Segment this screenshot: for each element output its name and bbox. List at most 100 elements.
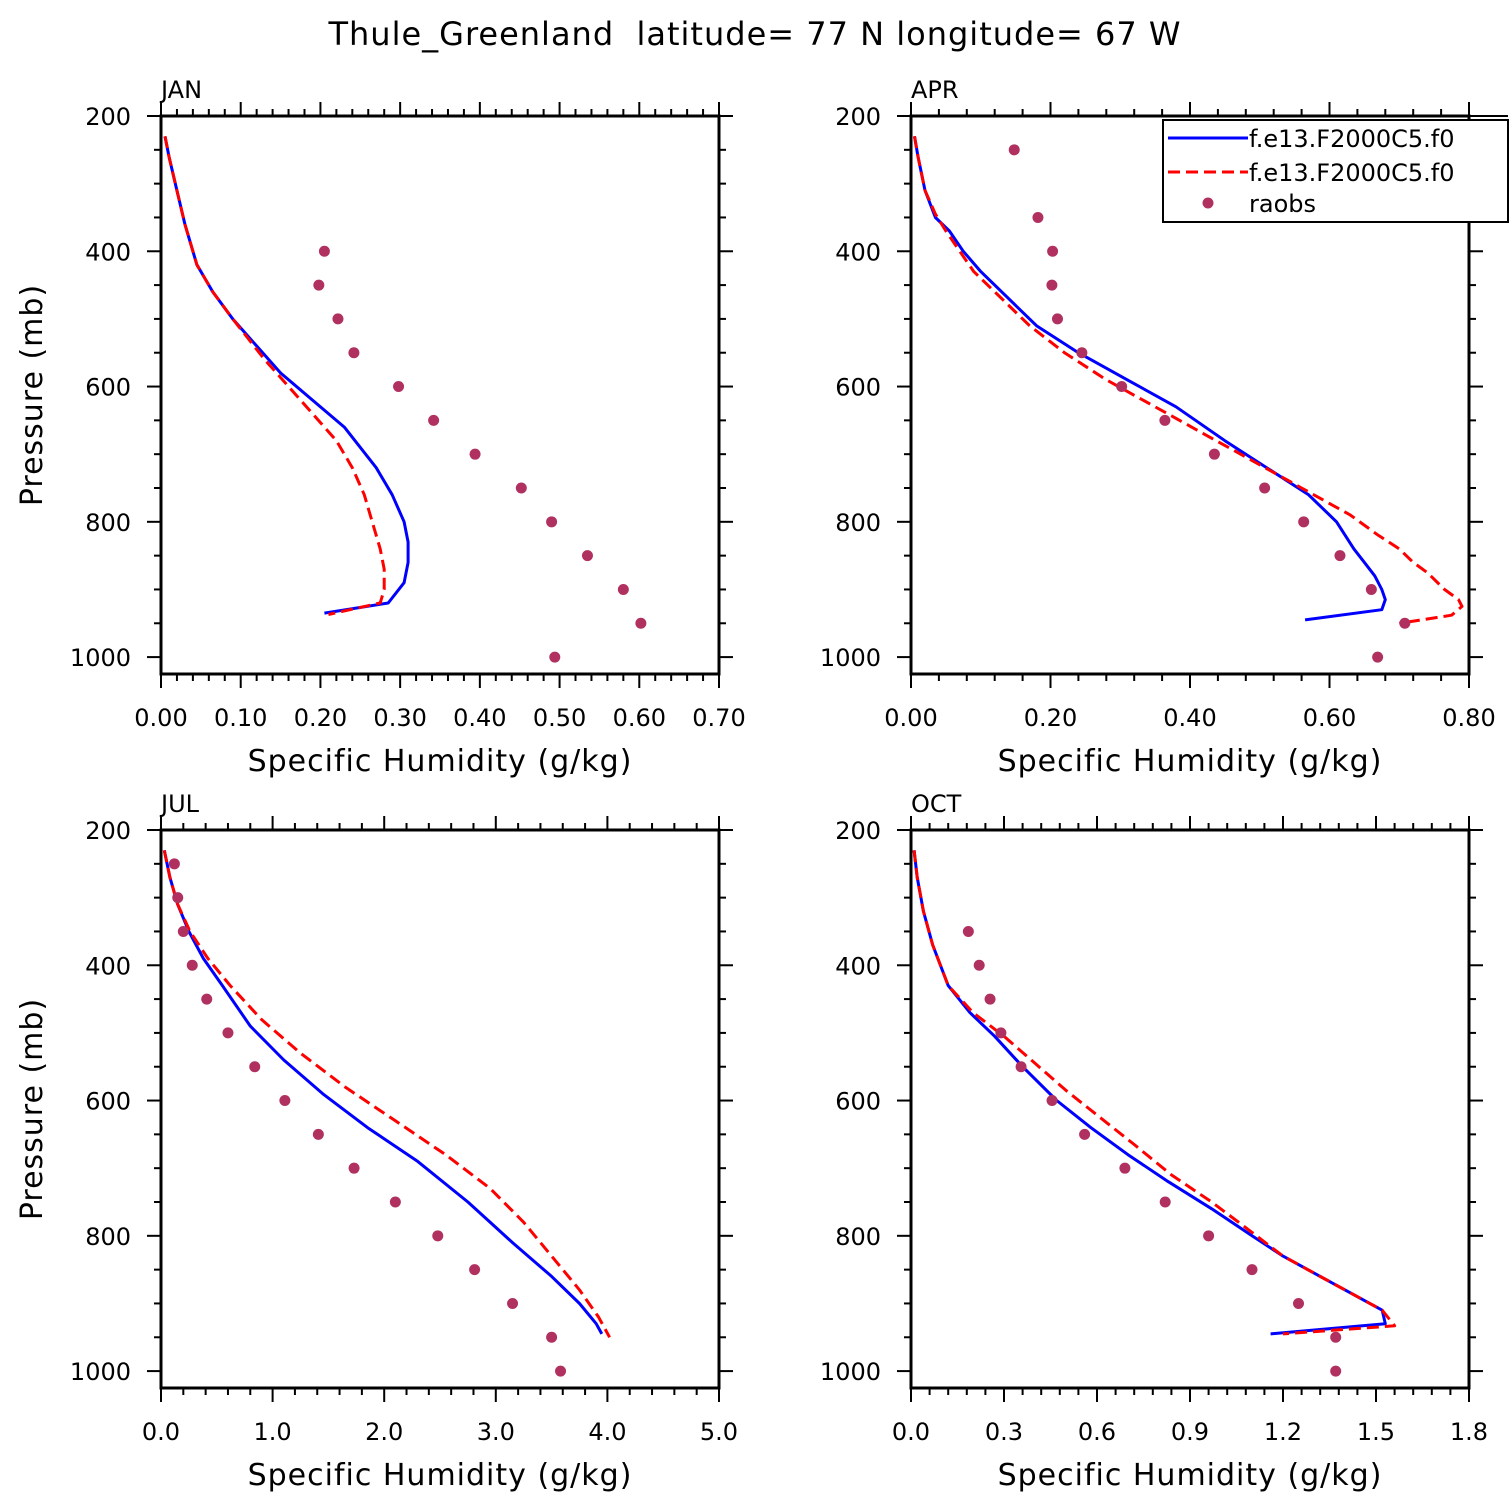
raobs-point-jul	[177, 925, 189, 937]
y-axis-title-jan: Pressure (mb)	[15, 284, 50, 506]
data-layer-jan	[163, 136, 647, 663]
raobs-point-apr	[1032, 211, 1044, 223]
legend-swatch-marker	[1202, 197, 1214, 209]
raobs-point-oct	[995, 1027, 1007, 1039]
raobs-point-apr	[1399, 617, 1411, 629]
raobs-point-oct	[1015, 1061, 1027, 1073]
panel-oct: OCT 0.0 0.3 0.6 0.9 1.2 1.5 1.8 200 400 600 800 1000…	[820, 790, 1488, 1493]
raobs-point-jan	[635, 617, 647, 629]
x-tick-label-oct: 0.3	[985, 1418, 1023, 1446]
y-tick-label-jan: 200	[85, 103, 131, 131]
y-tick-label-apr: 800	[835, 509, 881, 537]
raobs-point-jul	[222, 1027, 234, 1039]
x-tick-label-jan: 0.60	[613, 704, 666, 732]
dashed-series-line-jul	[162, 849, 611, 1339]
plot-frame-jul	[159, 828, 721, 1390]
x-tick-label-apr: 0.60	[1303, 704, 1356, 732]
y-tick-label-jul: 1000	[70, 1358, 131, 1386]
panel-apr: APR 0.00 0.20 0.40 0.60 0.80 200 400 600 800 1000 S…	[820, 76, 1508, 779]
y-tick-label-jul: 400	[85, 952, 131, 980]
y-tick-label-apr: 600	[835, 374, 881, 402]
y-tick-label-apr: 200	[835, 103, 881, 131]
y-tick-label-oct: 1000	[820, 1358, 881, 1386]
raobs-point-oct	[1203, 1230, 1215, 1242]
x-tick-label-apr: 0.00	[884, 704, 937, 732]
raobs-point-jul	[249, 1061, 261, 1073]
legend: f.e13.F2000C5.f0 f.e13.F2000C5.f0 raobs	[1162, 119, 1509, 223]
x-axis-title-jul: Specific Humidity (g/kg)	[248, 1458, 633, 1493]
raobs-point-jan	[332, 313, 344, 325]
y-tick-label-jan: 1000	[70, 644, 131, 672]
x-tick-label-jul: 2.0	[365, 1418, 403, 1446]
dashed-series-line-jan	[163, 136, 386, 616]
raobs-point-oct	[984, 993, 996, 1005]
solid-series-line-jan	[163, 136, 410, 615]
x-axis-title-oct: Specific Humidity (g/kg)	[998, 1458, 1383, 1493]
raobs-point-jul	[432, 1230, 444, 1242]
raobs-point-jul	[546, 1331, 558, 1343]
raobs-point-oct	[1330, 1365, 1342, 1377]
raobs-point-jul	[201, 993, 213, 1005]
raobs-point-jan	[549, 651, 561, 663]
raobs-point-oct	[1330, 1331, 1342, 1343]
y-tick-label-apr: 400	[835, 238, 881, 266]
x-axis-title-apr: Specific Humidity (g/kg)	[998, 744, 1383, 779]
raobs-point-jan	[318, 245, 330, 257]
x-tick-label-jul: 5.0	[700, 1418, 738, 1446]
dashed-series-line-oct	[912, 850, 1397, 1336]
x-tick-label-oct: 1.8	[1450, 1418, 1488, 1446]
x-tick-label-oct: 1.5	[1357, 1418, 1395, 1446]
raobs-point-jan	[617, 583, 629, 595]
raobs-point-jan	[393, 381, 405, 393]
y-tick-label-jan: 400	[85, 238, 131, 266]
x-tick-label-jan: 0.40	[453, 704, 506, 732]
y-tick-label-jul: 200	[85, 817, 131, 845]
raobs-point-apr	[1259, 482, 1271, 494]
legend-label-dashed: f.e13.F2000C5.f0	[1249, 159, 1455, 187]
data-layer-apr	[913, 136, 1464, 663]
raobs-point-oct	[1079, 1128, 1091, 1140]
raobs-point-apr	[1372, 651, 1384, 663]
x-tick-label-jan: 0.20	[294, 704, 347, 732]
y-tick-label-jan: 600	[85, 374, 131, 402]
legend-label-solid: f.e13.F2000C5.f0	[1249, 125, 1455, 153]
x-axis-title-jan: Specific Humidity (g/kg)	[248, 744, 633, 779]
data-layer-oct	[912, 850, 1397, 1377]
panel-label-jan: JAN	[159, 76, 202, 104]
raobs-point-oct	[962, 925, 974, 937]
raobs-point-oct	[1159, 1196, 1171, 1208]
y-tick-label-oct: 800	[835, 1223, 881, 1251]
panel-label-apr: APR	[911, 76, 959, 104]
x-tick-label-oct: 0.6	[1078, 1418, 1116, 1446]
legend-label-raobs: raobs	[1249, 190, 1316, 218]
x-tick-label-oct: 1.2	[1264, 1418, 1302, 1446]
raobs-point-jul	[172, 892, 184, 904]
x-tick-label-jan: 0.70	[692, 704, 745, 732]
raobs-point-jul	[469, 1264, 481, 1276]
raobs-point-apr	[1051, 313, 1063, 325]
panel-jan: JAN 0.00 0.10 0.20 0.30 0.40 0.50 0.60 0.70 200 40…	[15, 76, 746, 779]
solid-series-line-jul	[162, 849, 604, 1335]
raobs-point-apr	[1008, 144, 1020, 156]
x-tick-label-jan: 0.00	[134, 704, 187, 732]
x-tick-label-jan: 0.10	[214, 704, 267, 732]
raobs-point-apr	[1334, 550, 1346, 562]
raobs-point-oct	[1293, 1297, 1304, 1309]
raobs-point-jan	[581, 550, 593, 562]
y-tick-label-jul: 800	[85, 1223, 131, 1251]
raobs-point-apr	[1046, 279, 1058, 291]
y-axis-title-jul: Pressure (mb)	[15, 998, 50, 1220]
y-tick-label-jan: 800	[85, 509, 131, 537]
raobs-point-jan	[546, 516, 558, 528]
y-tick-label-oct: 200	[835, 817, 881, 845]
raobs-point-jul	[312, 1128, 324, 1140]
data-layer-jul	[162, 849, 611, 1377]
panel-label-jul: JUL	[159, 790, 200, 818]
figure-title: Thule_Greenland latitude= 77 N longitude…	[327, 15, 1181, 53]
raobs-point-jul	[507, 1297, 519, 1309]
raobs-point-jul	[186, 959, 198, 971]
plot-frame-oct	[909, 828, 1471, 1390]
raobs-point-apr	[1208, 448, 1220, 460]
raobs-point-apr	[1298, 516, 1310, 528]
